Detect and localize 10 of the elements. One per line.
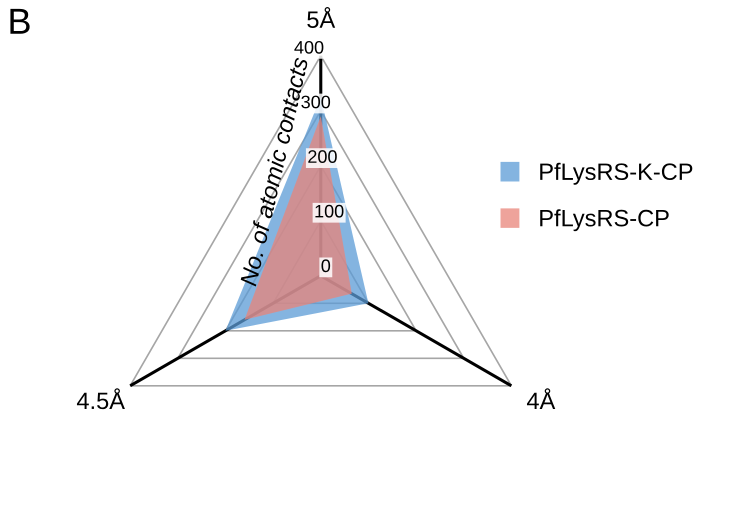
y-tick-label: 400 <box>294 40 324 54</box>
spoke-label: 4Å <box>526 388 556 409</box>
spoke-label: 4.5Å <box>76 388 125 410</box>
legend-label: PfLysRS-CP <box>540 209 669 232</box>
text: B <box>10 8 30 34</box>
spoke-label: 5Å <box>307 7 336 28</box>
legend-label: PfLysRS-K-CP <box>540 162 692 185</box>
y-tick-label: 0 <box>321 259 330 272</box>
y-tick-label: 200 <box>308 150 337 163</box>
y-tick-label: 100 <box>315 204 344 218</box>
